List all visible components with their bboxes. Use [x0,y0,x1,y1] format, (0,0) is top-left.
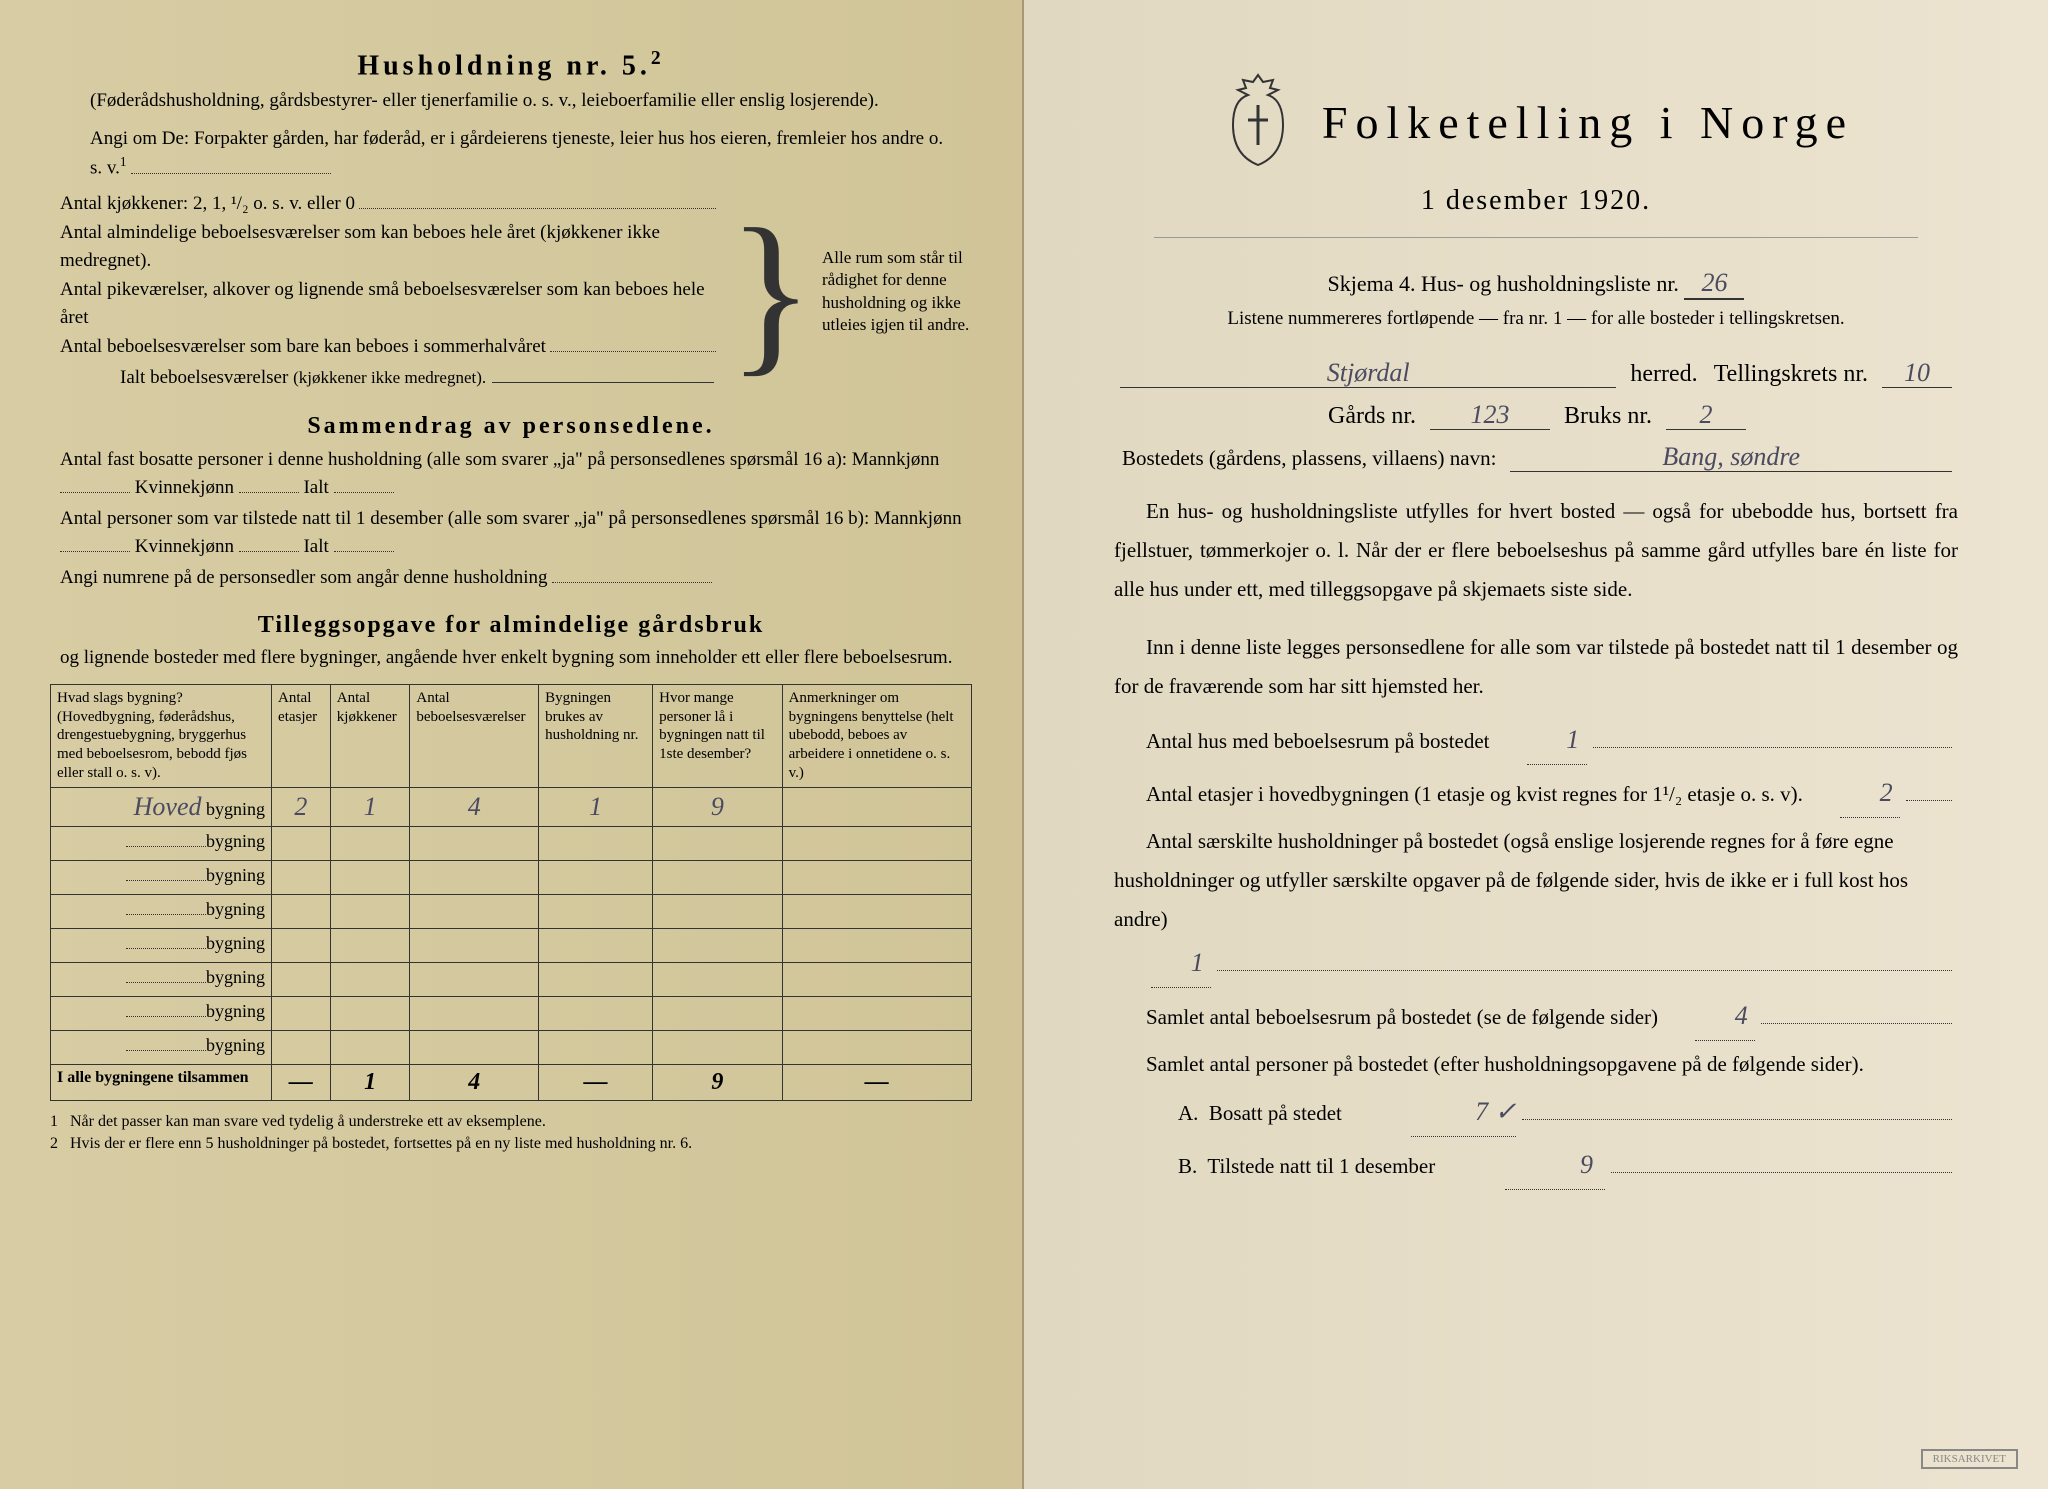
q-a: A. Bosatt på stedet 7 ✓ [1114,1088,1958,1137]
table-row: bygning [51,996,972,1030]
summary-line-1: Antal fast bosatte personer i denne hush… [60,446,962,503]
table-row: bygning [51,826,972,860]
q-etasjer: Antal etasjer i hovedbygningen (1 etasje… [1114,769,1958,818]
col-etasjer: Antal etasjer [272,684,331,787]
bosted-line: Bostedets (gårdens, plassens, villaens) … [1114,442,1958,472]
skjema-nr: 26 [1684,268,1744,300]
list-note: Listene nummereres fortløpende — fra nr.… [1074,308,1998,330]
col-hushold: Bygningen brukes av husholdning nr. [539,684,653,787]
bosted-value: Bang, søndre [1510,442,1952,472]
table-row: bygning [51,1030,972,1064]
table-row: bygning [51,962,972,996]
archive-stamp: RIKSARKIVET [1921,1449,2018,1469]
col-personer: Hvor mange personer lå i bygningen natt … [653,684,782,787]
tillegg-sub: og lignende bosteder med flere bygninger… [60,645,962,672]
tillegg-heading: Tilleggsopgave for almindelige gårdsbruk [50,612,972,639]
brace-icon: } [728,211,814,373]
total-label: I alle bygningene tilsammen [51,1064,272,1100]
crest-icon [1218,70,1298,175]
sammendrag-heading: Sammendrag av personsedlene. [50,413,972,440]
col-type: Hvad slags bygning? (Hovedbygning, føder… [51,684,272,787]
table-total-row: I alle bygningene tilsammen — 1 4 — 9 — [51,1064,972,1100]
table-header-row: Hvad slags bygning? (Hovedbygning, føder… [51,684,972,787]
instructions-2: Inn i denne liste legges personsedlene f… [1114,628,1958,706]
gard-line: Gårds nr. 123 Bruks nr. 2 [1114,400,1958,430]
summary-line-2: Antal personer som var tilstede natt til… [60,505,962,562]
census-date: 1 desember 1920. [1074,185,1998,217]
herred-value: Stjørdal [1120,358,1616,388]
col-anm: Anmerkninger om bygningens benyttelse (h… [782,684,971,787]
krets-nr: 10 [1882,358,1952,388]
angi-line: Angi om De: Forpakter gården, har føderå… [90,125,952,182]
gard-nr: 123 [1430,400,1550,430]
col-beboelse: Antal beboelsesværelser [410,684,539,787]
left-page: Husholdning nr. 5.2 (Føderådshusholdning… [0,0,1024,1489]
bruk-nr: 2 [1666,400,1746,430]
summary-line-3: Angi numrene på de personsedler som angå… [60,564,962,593]
building-table: Hvad slags bygning? (Hovedbygning, føder… [50,684,972,1101]
q-rum: Samlet antal beboelsesrum på bostedet (s… [1114,992,1958,1041]
herred-line: Stjørdal herred. Tellingskrets nr. 10 [1114,358,1958,388]
household-heading: Husholdning nr. 5.2 [50,48,972,82]
table-row: bygning [51,860,972,894]
right-page: Folketelling i Norge 1 desember 1920. Sk… [1024,0,2048,1489]
table-row: Hoved bygning21419 [51,787,972,826]
table-row: bygning [51,928,972,962]
rooms-group: Antal kjøkkener: 2, 1, ¹/₂ o. s. v. elle… [60,190,972,392]
census-title: Folketelling i Norge [1322,96,1854,149]
q-pers: Samlet antal personer på bostedet (efter… [1114,1045,1958,1084]
q-b: B. Tilstede natt til 1 desember 9 [1114,1141,1958,1190]
table-row: bygning [51,894,972,928]
skjema-line: Skjema 4. Hus- og husholdningsliste nr. … [1074,268,1998,300]
q-hush: Antal særskilte husholdninger på bostede… [1114,822,1958,988]
footnotes: 1Når det passer kan man svare ved tydeli… [50,1111,972,1156]
col-kjokken: Antal kjøkkener [330,684,410,787]
brace-text: Alle rum som står til rådighet for denne… [822,247,972,335]
instructions-1: En hus- og husholdningsliste utfylles fo… [1114,492,1958,609]
heading-subnote: (Føderådshusholdning, gårdsbestyrer- ell… [90,88,952,115]
q-hus: Antal hus med beboelsesrum på bostedet 1 [1114,716,1958,765]
title-block: Folketelling i Norge 1 desember 1920. [1074,70,1998,217]
